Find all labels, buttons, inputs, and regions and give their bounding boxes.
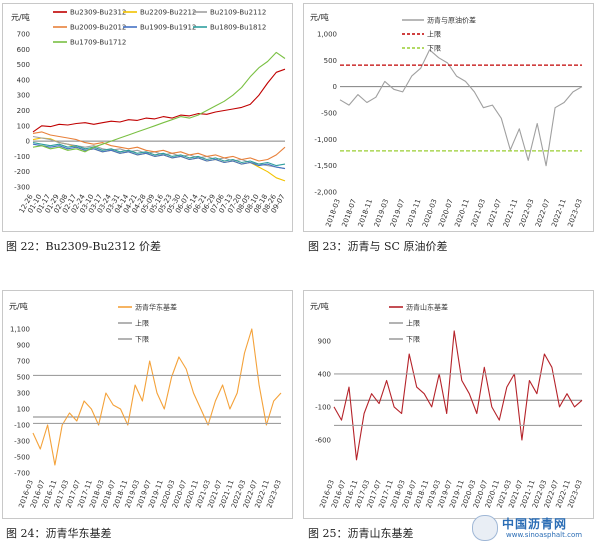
watermark-title: 中国沥青网 [502,517,568,531]
legend-label: 下限 [427,44,441,53]
legend-label: 沥青山东基差 [406,303,448,312]
legend-label: 下限 [406,335,420,344]
y-tick-label: 900 [318,337,331,345]
x-tick-label: 2018-11 [357,198,375,228]
series-line [339,49,583,167]
chart-3: 元/吨1,100900700500300100-100-300-500-7002… [9,301,283,509]
series-line [32,142,286,167]
chart-panel-3: 元/吨 1,100 900 700 500 300 100 -100 -300 -500 -700 2… [2,290,293,519]
y-tick-label: 0 [333,83,337,91]
y-tick-label: -1,500 [314,162,337,170]
y-tick-label: 900 [17,342,30,350]
x-tick-label: 2022-07 [534,198,552,228]
chart-1: 元/吨7006005004003002001000-100-200-30012-… [11,9,287,215]
chart-panel-2: 元/吨 1,000 500 0 -500 -1,000 -1,500 -2,000 2018-0… [303,3,594,232]
x-tick-label: 2019-03 [373,198,391,228]
legend-label: Bu1909-Bu1912 [140,24,196,32]
y-tick-label: 500 [17,61,30,69]
x-tick-label: 2021-07 [486,198,504,228]
y-tick-label: 700 [17,31,30,39]
series-line [32,131,286,162]
y-tick-label: 100 [17,122,30,130]
caption-1: 图 22：Bu2309-Bu2312 价差 [6,240,162,253]
y-tick-label: -600 [315,436,331,444]
y-tick-label: 1,000 [317,31,337,39]
legend-label: 下限 [135,335,149,344]
y-tick-label: -100 [14,153,30,161]
chart-panel-4: 元/吨 900 400 -100 -600 2016-03 2016-07 2016-11 20… [303,290,594,519]
legend-label: Bu2109-Bu2112 [210,9,266,17]
y-tick-label: 200 [17,107,30,115]
series-line [32,68,286,133]
y-tick-label: -100 [315,403,331,411]
y-unit-label: 元/吨 [310,301,329,311]
y-tick-label: -100 [14,422,30,430]
x-tick-label: 2020-07 [437,198,455,228]
legend-label: 上限 [135,319,149,328]
y-tick-label: 700 [17,358,30,366]
series-line [32,51,286,153]
x-tick-label: 2018-03 [324,198,342,228]
y-tick-label: -2,000 [314,189,337,197]
y-tick-label: 500 [17,374,30,382]
legend-label: Bu1709-Bu1712 [70,39,126,47]
x-tick-label: 2018-07 [340,198,358,228]
legend-label: Bu2209-Bu2212 [140,9,196,17]
legend-label: Bu1809-Bu1812 [210,24,266,32]
y-tick-label: 400 [318,370,331,378]
legend-label: 沥青华东基差 [135,303,177,312]
y-tick-label: -300 [14,438,30,446]
chart-2: 元/吨 1,000 500 0 -500 -1,000 -1,500 -2,0002018-0… [310,12,584,228]
y-unit-label: 元/吨 [11,12,30,22]
y-tick-label: 100 [17,406,30,414]
y-tick-label: 0 [26,138,30,146]
y-unit-label: 元/吨 [310,12,329,22]
y-tick-label: 1,100 [10,326,30,334]
y-tick-label: -700 [14,470,30,478]
legend-label: 上限 [406,319,420,328]
caption-4: 图 25：沥青山东基差 [308,527,414,540]
watermark: 中国沥青网 www.sinoasphalt.com [472,513,592,543]
y-tick-label: -500 [14,454,30,462]
y-unit-label: 元/吨 [9,301,28,311]
watermark-url: www.sinoasphalt.com [506,531,583,539]
logo-icon [472,515,498,541]
legend-label: Bu2309-Bu2312 [70,9,126,17]
legend-label: Bu2009-Bu2012 [70,24,126,32]
y-tick-label: 500 [324,57,337,65]
x-tick-label: 2020-11 [453,198,471,228]
caption-2: 图 23：沥青与 SC 原油价差 [308,240,448,253]
y-tick-label: -200 [14,168,30,176]
caption-3: 图 24：沥青华东基差 [6,527,112,540]
x-tick-label: 2019-07 [389,198,407,228]
legend-label: 沥青与原油价差 [427,16,476,25]
y-tick-label: -1,000 [314,136,337,144]
x-tick-label: 2021-11 [502,198,520,228]
series-line [32,143,286,170]
y-tick-label: -500 [321,110,337,118]
y-tick-label: 400 [17,76,30,84]
series-line [32,328,282,466]
chart-panel-1: 元/吨 700 600 500 400 300 200 100 0 -100 -200 -300 12-… [2,3,293,232]
chart-4: 元/吨900400-100-6002016-032016-072016-1120… [310,301,584,509]
legend-label: 上限 [427,30,441,39]
series-line [333,330,583,461]
y-tick-label: 300 [17,92,30,100]
x-tick-label: 2022-11 [550,198,568,228]
y-tick-label: 300 [17,390,30,398]
x-tick-label: 2020-03 [421,198,439,228]
x-tick-label: 2022-03 [518,198,536,228]
x-tick-label: 2019-11 [405,198,423,228]
y-tick-label: 600 [17,46,30,54]
y-tick-label: -300 [14,184,30,192]
x-tick-label: 2021-03 [470,198,488,228]
x-tick-label: 2023-03 [566,198,584,228]
